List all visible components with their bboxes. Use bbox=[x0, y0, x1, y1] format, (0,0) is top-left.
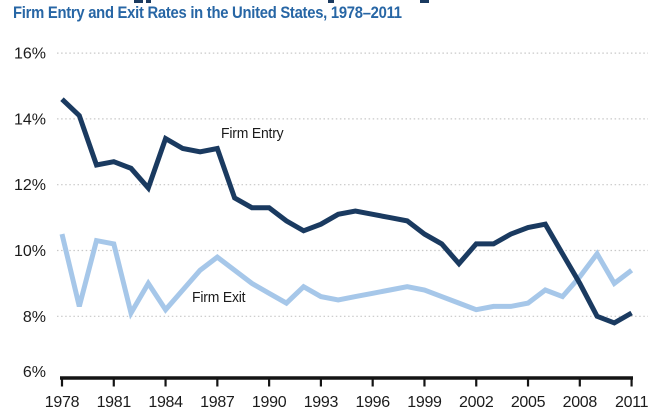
x-tick-label-1993: 1993 bbox=[304, 394, 339, 411]
y-tick-label-6: 6% bbox=[23, 364, 46, 381]
x-tick-label-2008: 2008 bbox=[563, 394, 598, 411]
cropped-heading-fragment bbox=[328, 0, 334, 3]
y-tick-label-12: 12% bbox=[14, 177, 46, 194]
y-tick-label-16: 16% bbox=[14, 46, 46, 63]
y-tick-label-14: 14% bbox=[14, 111, 46, 128]
data-line-firm-entry bbox=[60, 97, 633, 326]
y-tick-label-10: 10% bbox=[14, 243, 46, 260]
cropped-heading-fragment bbox=[146, 0, 151, 3]
cropped-heading-fragment bbox=[420, 0, 429, 3]
x-tick-label-1987: 1987 bbox=[200, 394, 235, 411]
x-tick-label-1996: 1996 bbox=[355, 394, 390, 411]
x-tick-label-1981: 1981 bbox=[97, 394, 132, 411]
x-tick-label-1984: 1984 bbox=[148, 394, 183, 411]
y-tick-label-8: 8% bbox=[23, 309, 46, 326]
x-tick-label-2002: 2002 bbox=[459, 394, 494, 411]
x-tick-label-1999: 1999 bbox=[407, 394, 442, 411]
series-label-firm-exit: Firm Exit bbox=[192, 289, 246, 306]
chart-title: Firm Entry and Exit Rates in the United … bbox=[13, 3, 402, 22]
x-tick-label-1990: 1990 bbox=[252, 394, 287, 411]
data-line-firm-exit bbox=[59, 233, 634, 320]
x-tick-label-2011: 2011 bbox=[615, 394, 649, 411]
x-tick-label-2005: 2005 bbox=[511, 394, 546, 411]
cropped-heading-fragment bbox=[134, 0, 143, 3]
series-label-firm-entry: Firm Entry bbox=[221, 125, 284, 142]
x-tick-label-1978: 1978 bbox=[45, 394, 80, 411]
